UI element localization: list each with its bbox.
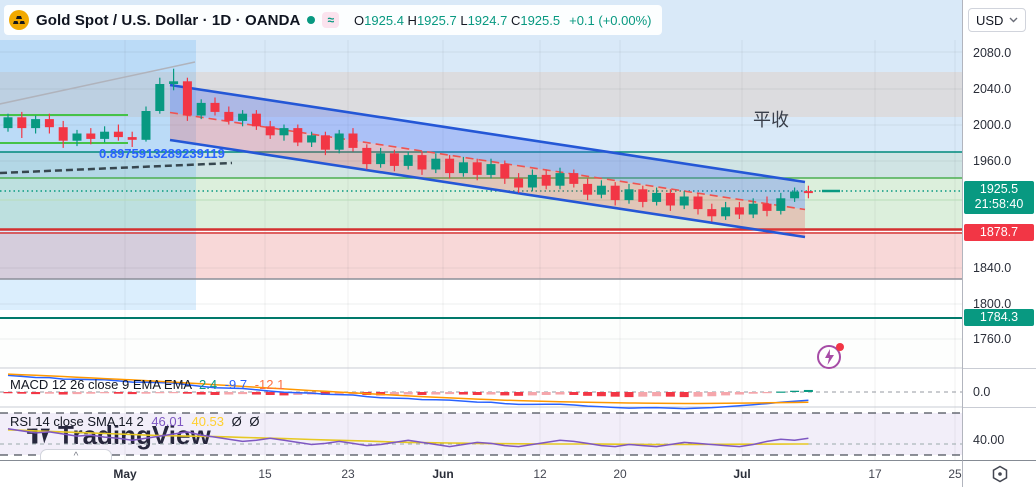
fib-level-label[interactable]: 0.8975913289239119 bbox=[99, 146, 225, 161]
symbol-legend: Gold Spot / U.S. Dollar · 1D · OANDA ≈ O… bbox=[4, 5, 662, 35]
level-price-badge-green: 1784.3 bbox=[964, 309, 1034, 326]
level-price-badge-red: 1878.7 bbox=[964, 224, 1034, 241]
rsi-band-value-2: Ø bbox=[249, 414, 260, 429]
rsi-value: 46.01 bbox=[151, 414, 184, 429]
time-tick-label: 23 bbox=[341, 467, 355, 481]
chevron-down-icon bbox=[1009, 17, 1018, 23]
time-tick-label: 12 bbox=[533, 467, 547, 481]
market-status-dot-icon[interactable] bbox=[307, 16, 316, 24]
price-tick-label: 1760.0 bbox=[973, 332, 1012, 346]
pane-separator bbox=[963, 407, 1036, 408]
macd-line-value: -9.7 bbox=[224, 377, 248, 392]
time-tick-label: 17 bbox=[868, 467, 882, 481]
axis-settings-corner bbox=[962, 460, 1036, 487]
rsi-indicator-label[interactable]: RSI 14 close SMA 14 2 46.01 40.53 Ø Ø bbox=[10, 414, 260, 429]
current-price: 1925.5 bbox=[979, 182, 1019, 196]
price-tick-label: 0.0 bbox=[973, 385, 991, 399]
time-tick-label: Jul bbox=[733, 467, 751, 481]
price-tick-label: 2080.0 bbox=[973, 46, 1012, 60]
symbol-title[interactable]: Gold Spot / U.S. Dollar · 1D · OANDA bbox=[36, 11, 301, 29]
flat-close-annotation[interactable]: 平收 bbox=[753, 110, 789, 130]
time-tick-label: Jun bbox=[432, 467, 454, 481]
price-change: +0.1 (+0.00%) bbox=[569, 12, 652, 28]
price-tick-label: 1840.0 bbox=[973, 261, 1012, 275]
time-tick-label: May bbox=[113, 467, 137, 481]
ohlc-values: O1925.4 H1925.7 L1924.7 C1925.5 bbox=[354, 12, 561, 28]
time-axis[interactable]: May 15 23 Jun 12 20 Jul 17 25 bbox=[0, 460, 1036, 487]
price-tick-label: 2040.0 bbox=[973, 82, 1012, 96]
rsi-title: RSI 14 close SMA 14 2 bbox=[10, 414, 144, 429]
currency-label: USD bbox=[976, 12, 1004, 28]
macd-indicator-label[interactable]: MACD 12 26 close 9 EMA EMA 2.4 -9.7 -12.… bbox=[10, 377, 284, 392]
pane-separator bbox=[963, 368, 1036, 369]
flash-events-icon[interactable] bbox=[816, 340, 846, 375]
time-tick-label: 20 bbox=[613, 467, 627, 481]
approx-price-icon[interactable]: ≈ bbox=[322, 12, 340, 28]
gear-icon[interactable] bbox=[991, 465, 1009, 483]
bar-countdown: 21:58:40 bbox=[974, 197, 1024, 211]
price-axis[interactable]: USD 2080.0 2040.0 2000.0 1960.0 1840.0 1800.0… bbox=[962, 0, 1036, 460]
current-price-badge: 1925.5 21:58:40 bbox=[964, 181, 1034, 214]
rsi-sma-value: 40.53 bbox=[191, 414, 225, 429]
symbol-logo-gold-icon bbox=[9, 10, 29, 30]
price-tick-label: 1960.0 bbox=[973, 154, 1012, 168]
price-tick-label: 1800.0 bbox=[973, 297, 1012, 311]
price-tick-label: 2000.0 bbox=[973, 118, 1012, 132]
macd-title: MACD 12 26 close 9 EMA EMA bbox=[10, 377, 192, 392]
macd-hist-value: 2.4 bbox=[198, 377, 218, 392]
price-tick-label: 40.00 bbox=[973, 433, 1005, 447]
time-tick-label: 15 bbox=[258, 467, 272, 481]
currency-dropdown[interactable]: USD bbox=[968, 8, 1026, 32]
macd-signal-value: -12.1 bbox=[254, 377, 285, 392]
rsi-band-value-1: Ø bbox=[231, 414, 242, 429]
time-tick-label: 25 bbox=[948, 467, 962, 481]
